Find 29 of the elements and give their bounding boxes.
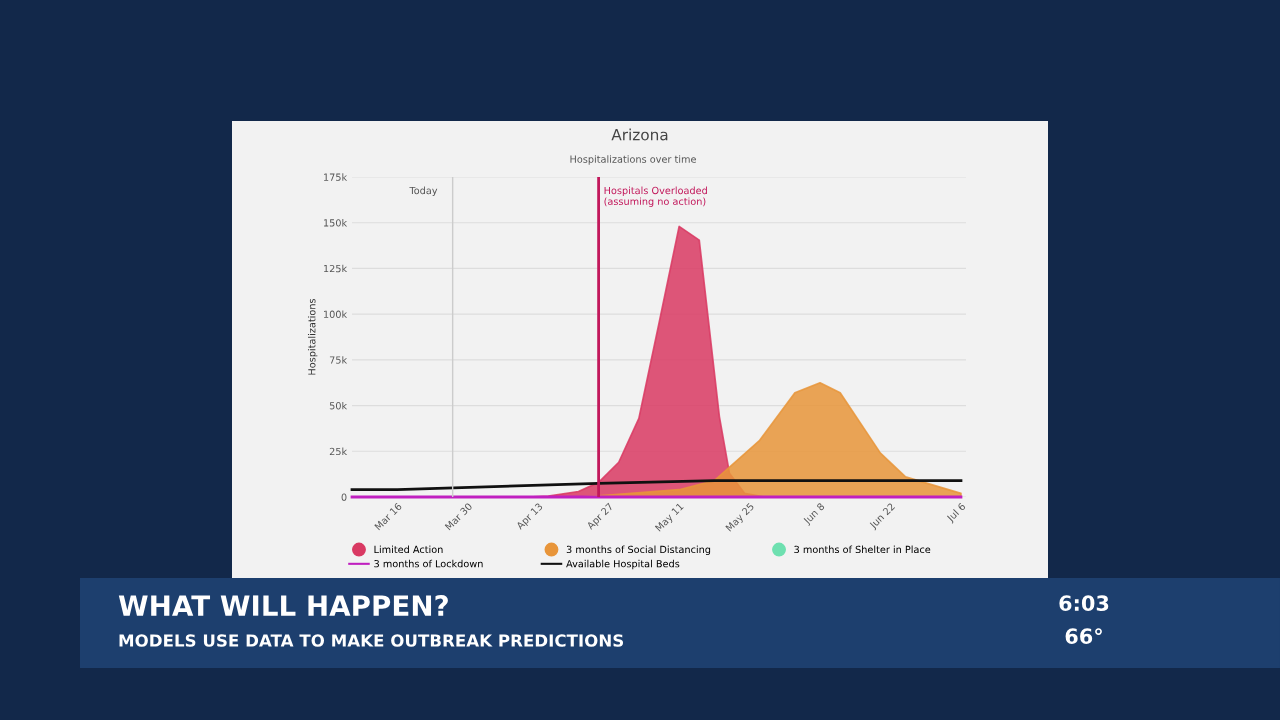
x-tick-label: Mar 16 [374, 502, 403, 531]
x-tick-label: Jun 8 [802, 502, 827, 527]
y-tick-label: 0 [341, 493, 347, 501]
y-axis-title: Hospitalizations [307, 298, 318, 375]
y-tick-label: 25k [329, 447, 348, 456]
text: MODELS USE DATA TO MAKE OUTBREAK PREDICTIONS [119, 634, 624, 647]
y-tick-label: 100k [324, 310, 348, 318]
x-tick-label: Jun 22 [868, 502, 897, 531]
ref-line-label: Today [409, 186, 438, 197]
x-tick-label: Jul 6 [945, 502, 968, 524]
chart-subtitle: Hospitalizations over time [570, 155, 696, 165]
x-tick-label: Mar 30 [444, 502, 473, 531]
ref-line-label: Hospitals Overloaded (assuming no action) [604, 186, 707, 207]
legend-label: Limited Action [374, 545, 443, 554]
x-tick-label: Apr 27 [586, 502, 615, 532]
legend-label: 3 months of Lockdown [374, 559, 483, 568]
legend-label: Available Hospital Beds [566, 559, 680, 570]
text: WHAT WILL HAPPEN? [118, 595, 448, 616]
y-tick-label: 75k [329, 356, 348, 364]
y-tick-label: 125k [324, 264, 348, 273]
y-tick-label: 175k [324, 173, 348, 181]
y-tick-label: 150k [324, 219, 348, 227]
text: 66° [1065, 628, 1102, 645]
legend-label: 3 months of Shelter in Place [794, 545, 931, 554]
legend-label: 3 months of Social Distancing [566, 545, 711, 555]
text: 6:03 [1059, 595, 1109, 612]
x-tick-label: Apr 13 [515, 502, 545, 532]
chart-title: Arizona [611, 128, 668, 141]
y-tick-label: 50k [329, 401, 348, 410]
